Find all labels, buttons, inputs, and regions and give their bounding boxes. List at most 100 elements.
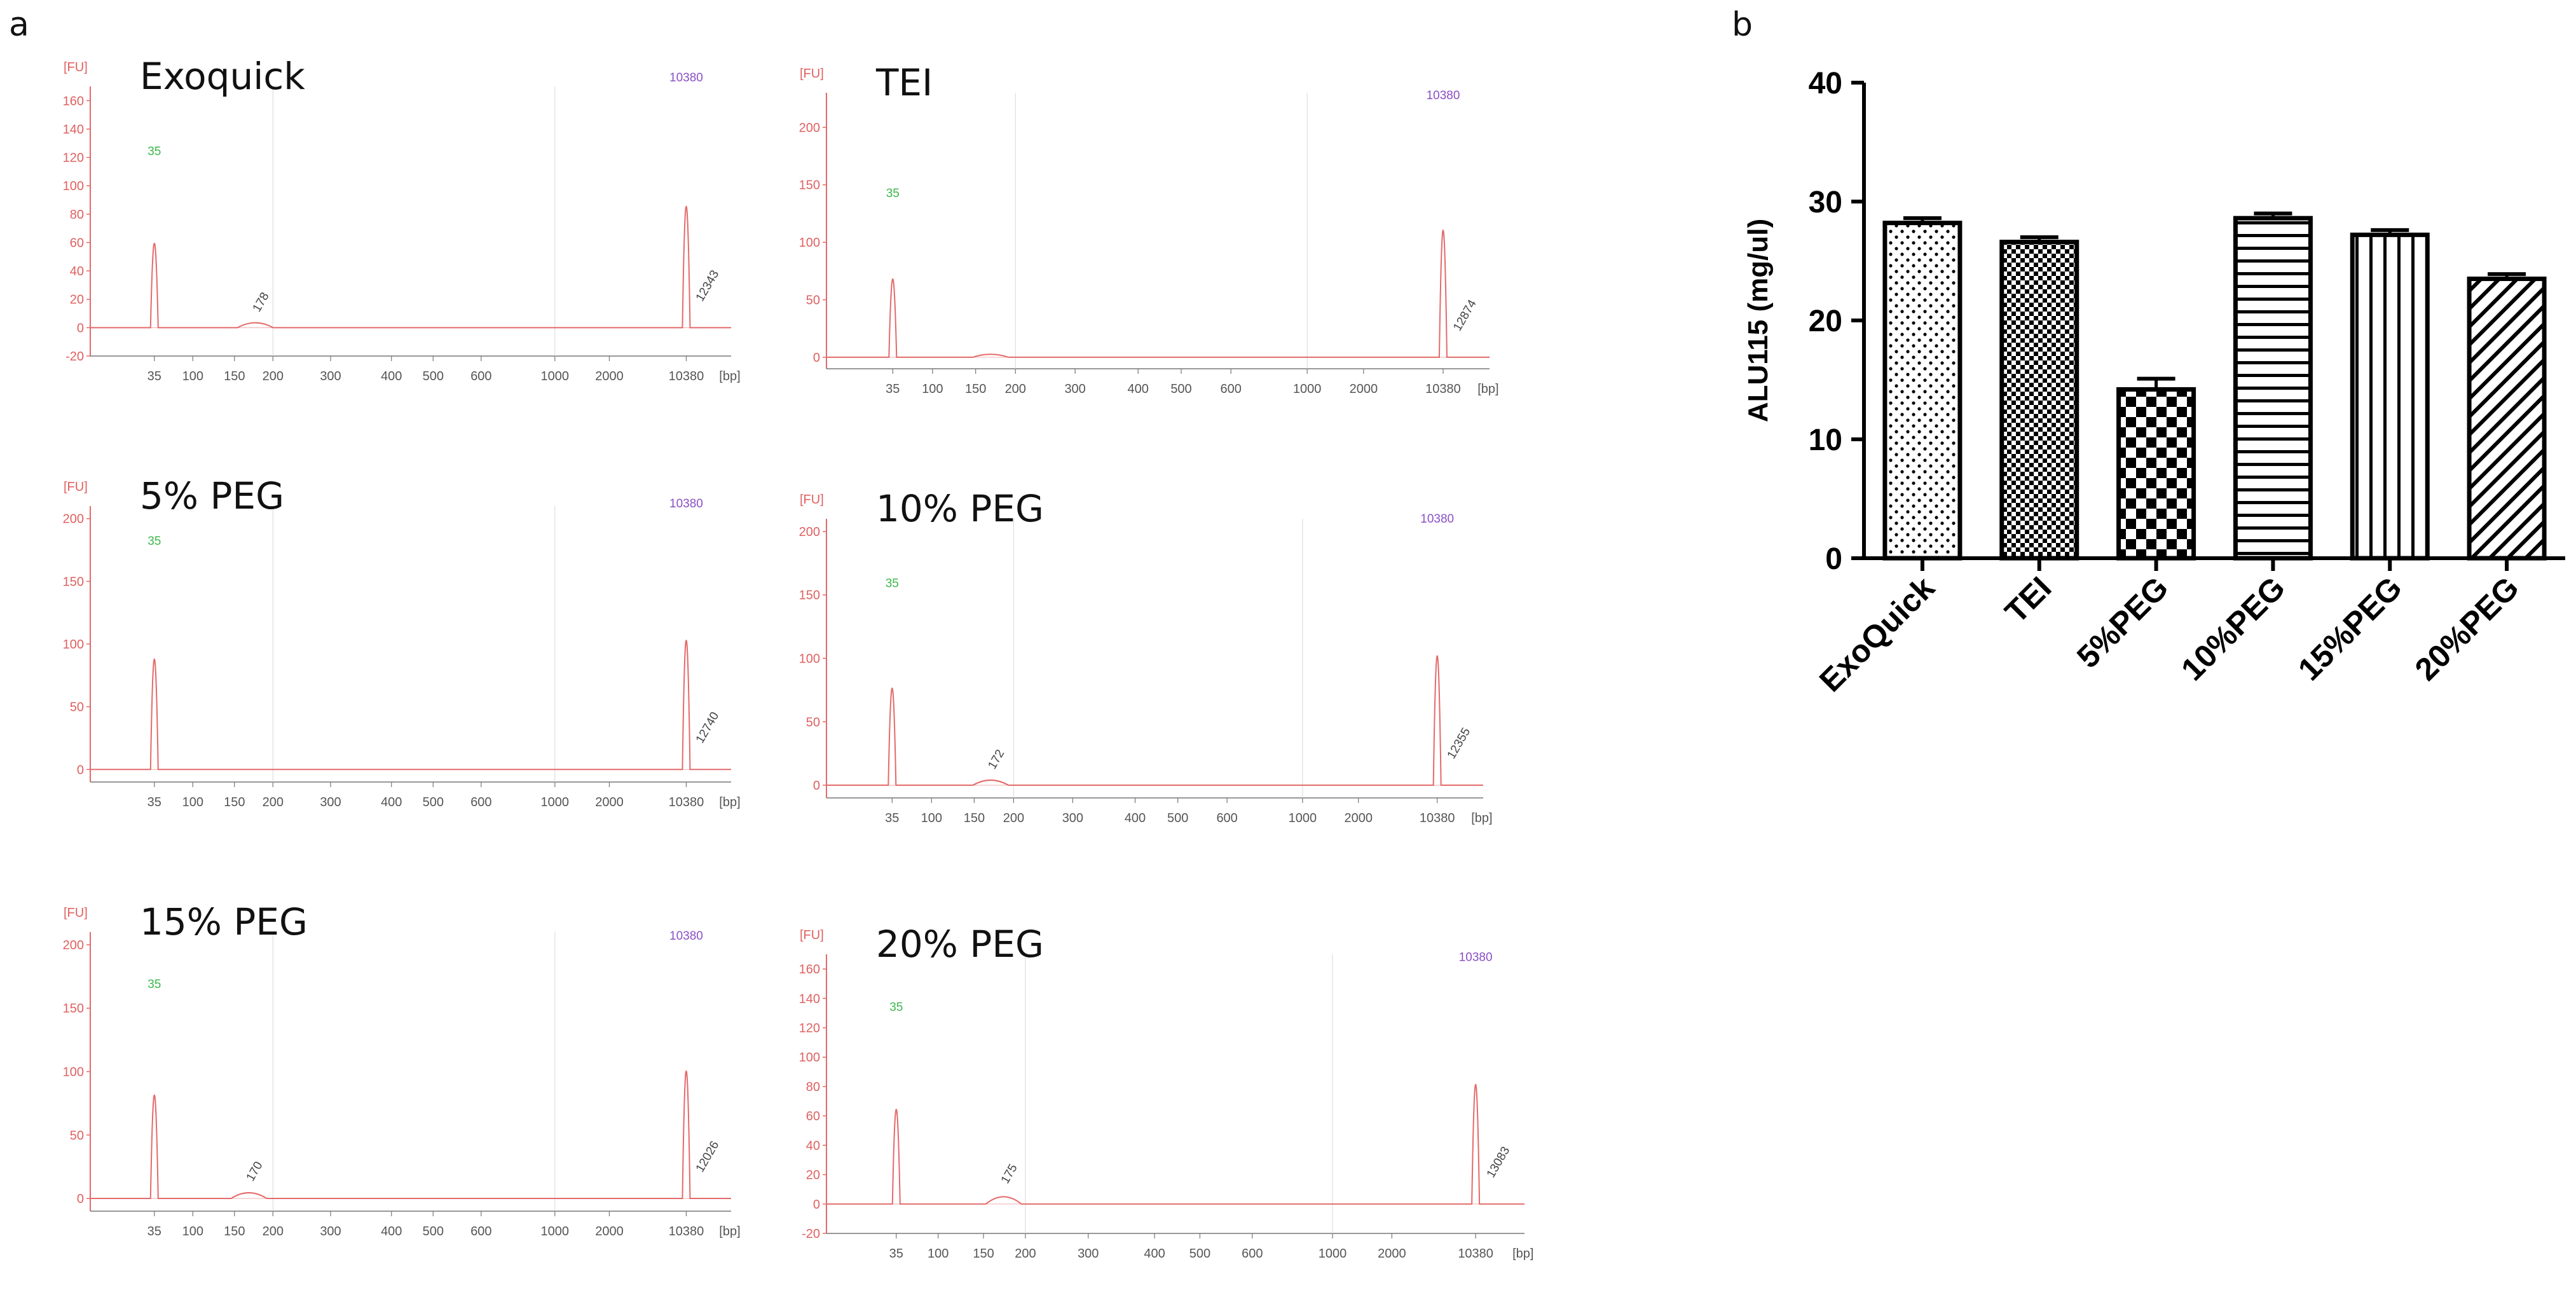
lower-marker-label: 35 (886, 187, 900, 200)
fu-unit-label: [FU] (64, 60, 88, 74)
lower-marker-label: 35 (886, 577, 899, 591)
peak-size-label: 12740 (694, 710, 722, 746)
upper-marker-label: 10380 (669, 497, 703, 511)
y-tick-label: 100 (63, 179, 84, 193)
peak-size-label: 12026 (694, 1139, 722, 1174)
x-tick-label: 300 (320, 795, 341, 809)
upper-marker-label: 10380 (1459, 950, 1493, 964)
sample-title: 20% PEG (876, 923, 1044, 966)
lower-marker-label: 35 (889, 1001, 903, 1014)
y-tick-label: 50 (806, 294, 820, 308)
peak-size-label: 12355 (1445, 725, 1474, 761)
x-tick-label: 1000 (1293, 382, 1322, 396)
x-tick-label: 35 (147, 1225, 161, 1239)
x-tick-label: 150 (965, 382, 986, 396)
x-tick-label: 2000 (1378, 1247, 1406, 1261)
peak-size-label: 12874 (1451, 298, 1479, 334)
upper-marker-label: 10380 (1420, 512, 1454, 526)
bar-y-tick-label: 0 (1825, 542, 1842, 576)
x-tick-label: 10380 (1420, 811, 1455, 825)
y-tick-label: 140 (799, 992, 820, 1006)
y-tick-label: 200 (63, 938, 84, 952)
x-tick-label: 35 (885, 811, 899, 825)
x-tick-label: [bp] (1471, 811, 1492, 825)
y-tick-label: 100 (63, 638, 84, 652)
y-tick-label: 80 (70, 208, 84, 222)
peak-size-label: 12343 (694, 268, 722, 304)
electropherogram-4: [FU] 0 50 100 150 200 35 100 150 200 300 400 500 600 1… (799, 487, 1493, 825)
bar-category-label: 20%PEG (2408, 570, 2526, 687)
trace-line (90, 640, 731, 771)
y-tick-label: 40 (806, 1139, 820, 1153)
peak-size-label: 175 (999, 1162, 1020, 1186)
y-tick-label: 60 (70, 236, 84, 250)
x-tick-label: 100 (928, 1247, 949, 1261)
lower-marker-label: 35 (147, 535, 161, 548)
trace-line (826, 1083, 1524, 1205)
y-tick-label: 160 (799, 963, 820, 977)
y-tick-label: 100 (63, 1066, 84, 1080)
x-tick-label: 300 (1078, 1247, 1099, 1261)
upper-marker-label: 10380 (669, 930, 703, 943)
x-tick-label: 200 (1005, 382, 1026, 396)
fu-unit-label: [FU] (64, 480, 88, 494)
y-tick-label: 150 (63, 1002, 84, 1016)
peak-size-label: 178 (250, 291, 272, 315)
y-tick-label: 0 (77, 1192, 84, 1206)
fu-unit-label: [FU] (64, 906, 88, 920)
sample-title: TEI (875, 61, 933, 104)
y-tick-label: 150 (799, 589, 820, 603)
bar-category-label: TEI (1998, 570, 2059, 630)
y-tick-label: 200 (63, 512, 84, 526)
x-tick-label: [bp] (1512, 1247, 1533, 1261)
x-tick-label: 10380 (1425, 382, 1461, 396)
bar-y-tick-label: 30 (1809, 186, 1842, 219)
x-tick-label: 300 (320, 1225, 341, 1239)
x-tick-label: 500 (1189, 1247, 1210, 1261)
x-tick-label: 10380 (669, 1225, 704, 1239)
x-tick-label: 400 (381, 1225, 402, 1239)
y-tick-label: -20 (802, 1227, 820, 1241)
sample-title: 10% PEG (876, 487, 1044, 530)
x-tick-label: 150 (224, 369, 245, 383)
x-tick-label: 400 (1125, 811, 1146, 825)
y-tick-label: 20 (806, 1169, 820, 1183)
x-tick-label: 600 (1221, 382, 1242, 396)
sample-title: 15% PEG (140, 900, 308, 943)
lower-marker-label: 35 (147, 145, 161, 158)
y-tick-label: 50 (70, 701, 84, 715)
x-tick-label: [bp] (719, 369, 740, 383)
bar-category-label: 15%PEG (2291, 570, 2409, 687)
lower-marker-label: 35 (147, 978, 161, 991)
fu-unit-label: [FU] (800, 493, 824, 507)
peak-size-label: 170 (244, 1160, 266, 1184)
y-tick-label: 0 (77, 763, 84, 777)
x-tick-label: 150 (224, 1225, 245, 1239)
trace-line (826, 655, 1483, 786)
y-tick-label: -20 (65, 350, 84, 364)
fu-unit-label: [FU] (800, 928, 824, 942)
sample-title: 5% PEG (140, 474, 284, 518)
x-tick-label: 200 (263, 795, 284, 809)
x-tick-label: 1000 (541, 1225, 570, 1239)
x-tick-label: 2000 (595, 1225, 624, 1239)
y-tick-label: 140 (63, 123, 84, 137)
y-tick-label: 100 (799, 1051, 820, 1065)
x-tick-label: 200 (263, 369, 284, 383)
x-tick-label: 500 (1167, 811, 1188, 825)
trace-line (90, 1070, 731, 1200)
bar-category-label: 10%PEG (2174, 570, 2292, 687)
x-tick-label: 500 (1170, 382, 1191, 396)
x-tick-label: 150 (973, 1247, 994, 1261)
x-tick-label: 35 (147, 369, 161, 383)
y-tick-label: 200 (799, 525, 820, 539)
panel-b-label: b (1732, 6, 1753, 44)
x-tick-label: 300 (1062, 811, 1083, 825)
x-tick-label: 600 (470, 369, 491, 383)
x-tick-label: 400 (1144, 1247, 1165, 1261)
electropherogram-5: [FU] 0 50 100 150 200 35 100 150 200 300 400 500 600 1… (63, 900, 741, 1239)
panel-a-label: a (9, 6, 29, 44)
fu-unit-label: [FU] (800, 67, 824, 81)
x-tick-label: 200 (1015, 1247, 1036, 1261)
x-tick-label: 200 (1003, 811, 1024, 825)
